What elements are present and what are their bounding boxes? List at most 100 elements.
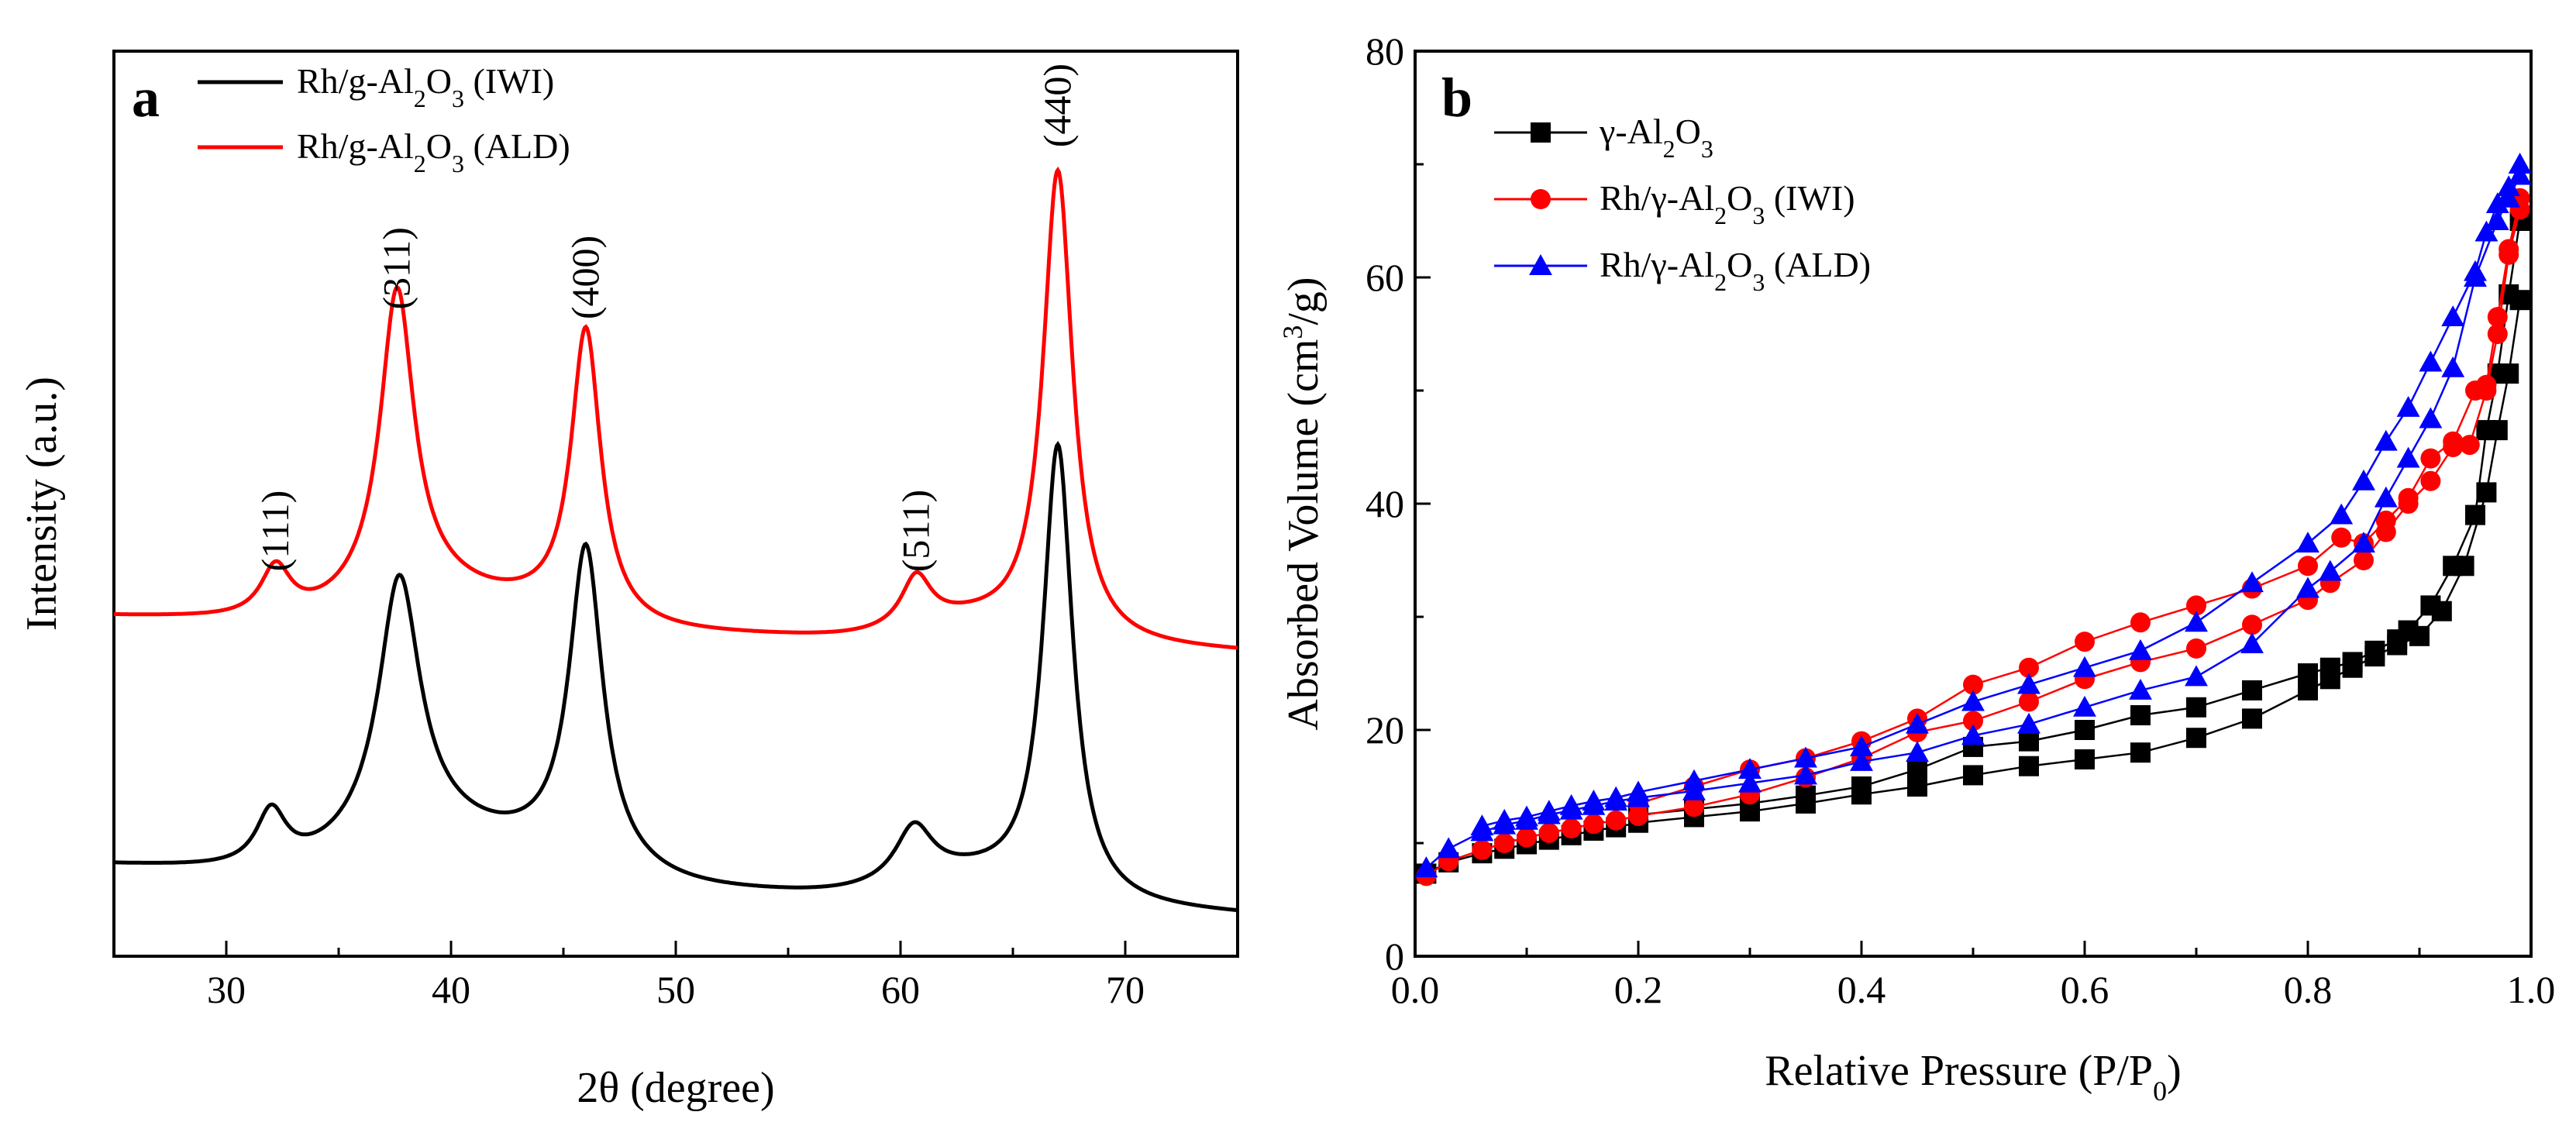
panel-b-series-2-desorption-point: [2129, 639, 2152, 660]
panel-b-series-0-desorption-point: [2242, 680, 2262, 701]
panel-b-series-0-adsorption-point: [2019, 756, 2039, 776]
panel-b-series-2-adsorption-point: [2073, 695, 2096, 717]
panel-b-series-2-desorption-point: [1682, 769, 1706, 790]
panel-a-legend-label-1-part-2: O: [426, 126, 452, 166]
panel-a-legend-label-1-part-1: 2: [414, 150, 426, 177]
panel-b-series-2-adsorption-point: [1437, 837, 1461, 859]
panel-b-x-tick-label: 0.0: [1391, 968, 1440, 1011]
panel-b-x-axis-label: Relative Pressure (P/P0): [1765, 1047, 2181, 1107]
panel-b-series-2-adsorption-point: [1961, 724, 1985, 745]
panel-b-series-0-desorption-point: [2387, 629, 2408, 650]
panel-b-series-0-desorption-point: [1796, 785, 1816, 806]
panel-b-series-0-desorption-point: [1907, 759, 1927, 780]
peak-label-3: (511): [894, 490, 937, 572]
panel-b-series-1-adsorption-point: [1494, 833, 1515, 853]
panel-a-x-tick-label: 60: [881, 968, 920, 1011]
panel-a-series-0-line: [114, 440, 1238, 913]
panel-b-series-2-desorption-point: [1627, 780, 1650, 802]
panel-b-series-0-adsorption-point: [1963, 765, 1983, 786]
panel-b-x-tick-label: 0.6: [2061, 968, 2109, 1011]
panel-b-series-1-adsorption-point: [2186, 638, 2206, 659]
panel-b-series-2-desorption-point: [1850, 735, 1873, 756]
panel-b-legend-label-2-part-4: (ALD): [1765, 245, 1871, 284]
panel-b-series-0-adsorption-point: [2298, 680, 2318, 701]
panel-b-series-2-adsorption-point: [1906, 741, 1929, 762]
panel-b-series-0-adsorption-point: [2075, 749, 2095, 769]
panel-b-series-2-adsorption-point: [2374, 486, 2398, 508]
panel-b-series-1-desorption-point: [2019, 657, 2039, 678]
panel-b-legend-label-0-part-3: 3: [1701, 135, 1713, 163]
panel-b-series-2-adsorption-point: [2352, 532, 2375, 553]
panel-b-series-2-desorption-point: [1493, 808, 1517, 830]
panel-b-legend-label-2-part-0: Rh/γ-Al: [1600, 245, 1714, 284]
panel-b-series-0-adsorption-point: [2186, 728, 2206, 749]
panel-a-legend-label-0-part-1: 2: [414, 84, 426, 112]
peak-label-2: (400): [563, 236, 607, 319]
panel-b-series-1-adsorption-point: [2487, 324, 2508, 344]
panel-a-chart: (111) (311) (400) (511) (440) 30 40 50 60 70 a R…: [18, 50, 1239, 1112]
panel-b-series-1-desorption-point: [2130, 612, 2151, 633]
panel-b-series-2-desorption-point: [2497, 175, 2521, 197]
panel-b-series-1-desorption-point: [2420, 448, 2441, 469]
panel-b-series-2-adsorption-point: [2017, 712, 2040, 734]
panel-b-legend-label-1-part-2: O: [1727, 178, 1752, 218]
panel-b-series-2-desorption-point: [2485, 192, 2509, 214]
panel-b-series-2-desorption-point: [2508, 153, 2532, 174]
panel-b-series-0-desorption-point: [2342, 652, 2363, 673]
panel-b-series-2-desorption-point: [1961, 690, 1985, 711]
panel-a-legend-label-0-part-0: Rh/g-Al: [297, 61, 414, 101]
panel-a-peak-labels: (111) (311) (400) (511) (440): [253, 64, 1079, 572]
panel-b-y-tick-label: 20: [1365, 708, 1404, 752]
panel-a-x-tick-label: 30: [207, 968, 246, 1011]
panel-b-series-0-desorption-point: [2420, 595, 2441, 616]
panel-b-series-0-desorption-point: [2075, 720, 2095, 740]
panel-b-x-axis-label-sub: 0: [2153, 1076, 2167, 1107]
panel-b-y-axis-label-tail: /g): [1279, 277, 1328, 325]
panel-b-series-1-adsorption-point: [1963, 711, 1983, 732]
panel-b-series-2-desorption-point: [2352, 469, 2375, 491]
panel-b-series-2-adsorption-point: [1414, 856, 1438, 878]
panel-b-series-1-adsorption-point: [2019, 691, 2039, 712]
panel-b-series-1-desorption-point: [2075, 632, 2095, 652]
panel-b-legend-label-2: Rh/γ-Al2O3 (ALD): [1600, 245, 1871, 296]
panel-b-legend-marker-2: [1529, 254, 1552, 275]
panel-b-series-2-adsorption-point: [1794, 763, 1817, 785]
panel-b-legend-label-2-part-3: 3: [1752, 268, 1765, 296]
panel-b-series-2-desorption-point: [1515, 805, 1538, 827]
panel-b-series-0-desorption-point: [2186, 697, 2206, 718]
panel-b-series-0-desorption-point: [2443, 556, 2464, 577]
panel-a-legend: Rh/g-Al2O3 (IWI)Rh/g-Al2O3 (ALD): [198, 61, 570, 177]
panel-b-frame: [1414, 50, 2533, 958]
panel-b-legend-label-1-part-3: 3: [1752, 201, 1765, 229]
panel-a-y-axis-label: Intensity (a.u.): [18, 377, 66, 631]
panel-b-series-2-desorption-point: [2396, 395, 2420, 417]
panel-b-series-2-desorption-point: [1582, 790, 1606, 811]
panel-a-letter: a: [132, 67, 160, 129]
panel-b-legend-label-0: γ-Al2O3: [1599, 112, 1713, 163]
panel-b-series-1-adsorption-point: [2420, 470, 2441, 491]
panel-b-series-0-adsorption-point: [2130, 742, 2151, 763]
panel-b-legend-label-1: Rh/γ-Al2O3 (IWI): [1600, 178, 1855, 229]
panel-b-series-2-adsorption-point: [2129, 678, 2152, 700]
panel-b-y-axis-label-sup: 3: [1277, 325, 1308, 339]
panel-b-series-1-adsorption-point: [1517, 827, 1537, 848]
panel-a-legend-label-0-part-2: O: [426, 61, 452, 101]
panel-b-series-2-desorption-point: [1559, 793, 1583, 815]
panel-b-series-2-adsorption-point: [2485, 209, 2509, 230]
panel-b-legend-label-0-part-2: O: [1675, 112, 1701, 151]
panel-b-legend-label-0-part-1: 2: [1663, 135, 1675, 163]
panel-b-series-2-desorption-point: [2464, 260, 2487, 281]
panel-b-series-0-desorption-point: [1851, 776, 1872, 797]
panel-b-series-1-adsorption-point: [2354, 550, 2374, 570]
panel-b-series-2-desorption-point: [1906, 712, 1929, 734]
panel-b-series-1-desorption-point: [2398, 487, 2419, 508]
panel-b-series-0-adsorption-line: [1425, 300, 2521, 875]
panel-a-x-axis-label: 2θ (degree): [577, 1064, 774, 1112]
panel-b-legend-label-2-part-1: 2: [1714, 268, 1727, 296]
panel-b-series-1-desorption-point: [1963, 674, 1983, 695]
panel-b-series-2-adsorption-point: [2419, 407, 2443, 429]
panel-b-series-1-desorption-point: [2499, 239, 2519, 260]
panel-b-series-1-adsorption-point: [1583, 814, 1604, 835]
panel-b-series-2-desorption-point: [2185, 611, 2208, 632]
